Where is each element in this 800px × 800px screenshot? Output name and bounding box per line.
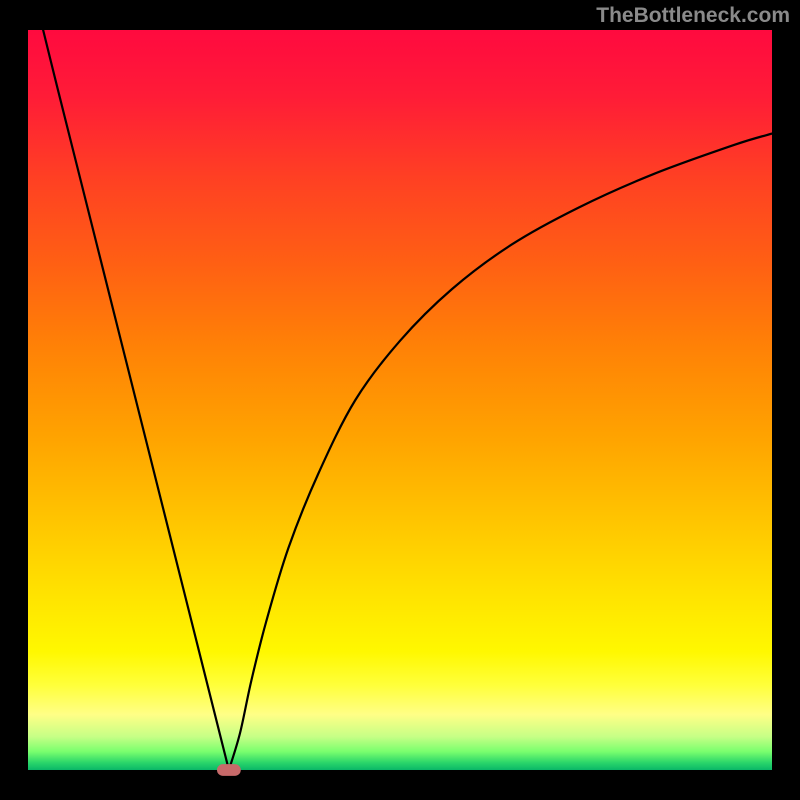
chart-container: TheBottleneck.com [0,0,800,800]
watermark-text: TheBottleneck.com [596,4,790,28]
gradient-background [28,30,772,770]
optimal-point-marker [217,764,241,776]
bottleneck-chart [0,0,800,800]
